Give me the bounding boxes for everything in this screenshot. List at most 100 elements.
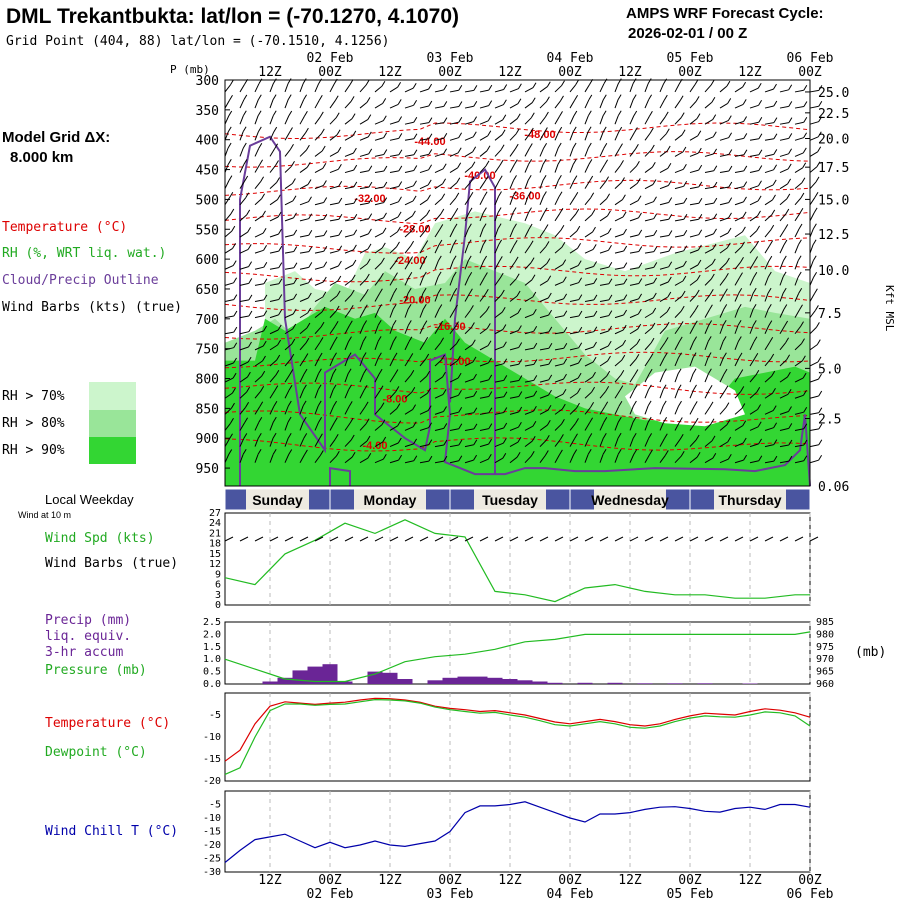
wind-barb-flag bbox=[695, 289, 700, 296]
wind-barb-flag bbox=[338, 229, 343, 236]
wind-barb-flag bbox=[246, 386, 251, 393]
wind-barb bbox=[479, 165, 487, 173]
wind-barb-flag bbox=[353, 197, 358, 204]
wind-barb bbox=[449, 213, 456, 222]
wind-barb-flag bbox=[725, 402, 730, 408]
wind-barb-flag bbox=[682, 164, 687, 170]
wind-barb-flag bbox=[633, 384, 638, 391]
wind-barb-flag bbox=[262, 340, 267, 347]
pressure-tick-label: 650 bbox=[196, 283, 219, 298]
wind-barb-flag bbox=[458, 132, 463, 138]
legend-wind-spd: Wind Spd (kts) bbox=[45, 531, 155, 546]
wind-barb-flag bbox=[392, 336, 397, 342]
wind-barb-flag bbox=[531, 435, 536, 442]
wind-barb bbox=[704, 186, 714, 190]
wind-barb-flag bbox=[233, 294, 238, 300]
wind-barb bbox=[239, 231, 248, 238]
wind-barb bbox=[644, 116, 650, 125]
wind-barb bbox=[494, 396, 504, 399]
wind-barb-flag bbox=[363, 368, 367, 375]
wind-barb bbox=[809, 378, 819, 383]
wind-barb-flag bbox=[752, 303, 757, 310]
wind-barb bbox=[749, 154, 759, 157]
wind-barb-flag bbox=[786, 193, 791, 200]
wind-barb bbox=[464, 412, 474, 415]
wind-barb-flag bbox=[547, 404, 552, 411]
wind-barb bbox=[434, 198, 443, 206]
temp-contour bbox=[224, 294, 811, 311]
wind-barb-flag bbox=[622, 339, 627, 346]
pressure-tick-label: 400 bbox=[196, 134, 219, 149]
wind-barb-flag bbox=[227, 158, 232, 165]
wind-barb bbox=[644, 184, 654, 190]
wind-barb bbox=[509, 103, 519, 109]
wind-barb bbox=[464, 228, 469, 238]
wind-barb bbox=[419, 444, 429, 448]
wind-barb-flag bbox=[742, 211, 747, 218]
wind-barb-flag bbox=[758, 180, 762, 187]
wind-barb-flag bbox=[559, 434, 564, 440]
wind-barb bbox=[239, 282, 249, 286]
wind-barb-flag bbox=[518, 358, 523, 365]
wind-barb bbox=[569, 147, 574, 157]
wind-barb-flag bbox=[563, 326, 568, 333]
wind-barb bbox=[539, 101, 547, 109]
wind-barb-flag bbox=[727, 453, 732, 460]
wind-barb-flag bbox=[578, 294, 583, 300]
wind-barb-flag bbox=[678, 417, 683, 423]
wind-barb-flag bbox=[308, 246, 313, 252]
wind-barb bbox=[269, 165, 276, 173]
wind-barb bbox=[419, 184, 429, 190]
wind-barb bbox=[539, 246, 547, 254]
height-tick-label: 20.0 bbox=[818, 133, 849, 148]
wind-barb-flag bbox=[503, 422, 508, 429]
wind-barb bbox=[659, 342, 666, 351]
wind-barb-flag bbox=[336, 290, 341, 297]
wind-barb bbox=[704, 309, 710, 318]
wind-barb-flag bbox=[467, 255, 472, 262]
wind-barb bbox=[524, 132, 531, 141]
temp-contour-label: -20.00 bbox=[399, 294, 430, 306]
wind-barb bbox=[809, 327, 817, 335]
wind-barb-flag bbox=[767, 287, 772, 294]
panel-tick-label: 24 bbox=[209, 518, 221, 529]
wind-barb-flag bbox=[604, 401, 609, 407]
wind-barb-flag bbox=[242, 142, 247, 149]
wind-barb bbox=[269, 283, 279, 286]
wind-barb-flag bbox=[591, 386, 596, 393]
wind-barb bbox=[329, 100, 336, 109]
wind-barb bbox=[704, 170, 714, 174]
wind-barb bbox=[719, 277, 726, 286]
wind-barb bbox=[374, 102, 383, 109]
wind-barb bbox=[524, 347, 534, 351]
pressure-tick-label: 550 bbox=[196, 223, 219, 238]
hour-tick-label-bottom: 12Z bbox=[498, 873, 522, 888]
wind-barb-flag bbox=[323, 230, 328, 236]
hour-tick-label-top: 00Z bbox=[318, 65, 342, 80]
height-tick-label: 22.5 bbox=[818, 107, 849, 122]
wind-barb-flag bbox=[383, 149, 388, 155]
wind-barb bbox=[704, 263, 713, 270]
wind-barb bbox=[794, 326, 801, 335]
wind-barb-flag bbox=[681, 290, 686, 297]
wind-barb-flag bbox=[412, 421, 417, 428]
wind-barb-flag bbox=[666, 145, 671, 152]
wind-barb-flag bbox=[683, 214, 688, 220]
wind-barb-flag bbox=[499, 159, 504, 166]
wind-barb-flag bbox=[652, 292, 657, 299]
wind-barb-flag bbox=[770, 224, 775, 231]
wind-barb-flag bbox=[443, 406, 447, 412]
wind-barb bbox=[794, 121, 804, 125]
pressure-tick-label: 600 bbox=[196, 253, 219, 268]
wind-barb-flag bbox=[709, 289, 714, 295]
wind-barb-flag bbox=[488, 357, 492, 364]
wind-barb bbox=[239, 164, 245, 173]
wind-barb-flag bbox=[531, 274, 536, 281]
legend-rh80-swatch bbox=[89, 410, 136, 437]
wind-barb-flag bbox=[697, 244, 702, 251]
wind-barb bbox=[494, 104, 504, 109]
wind-barb-flag bbox=[543, 142, 548, 149]
wind-barb-flag bbox=[668, 213, 673, 220]
wind-barb bbox=[749, 138, 759, 141]
wind-barb-flag bbox=[304, 353, 309, 359]
